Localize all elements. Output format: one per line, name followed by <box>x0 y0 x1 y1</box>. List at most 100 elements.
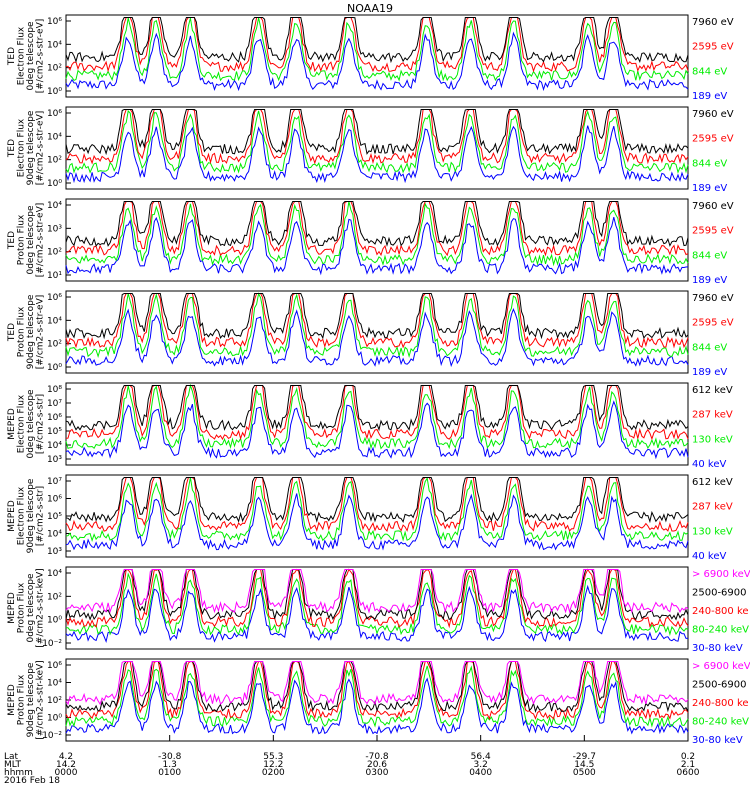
ytick-label: 10⁰ <box>47 616 62 626</box>
ylabel-line: TED <box>7 231 17 250</box>
series-trace <box>65 201 689 267</box>
ytick-label: 10⁴ <box>47 40 62 50</box>
ylabel-line: MEPED <box>7 684 17 716</box>
ytick-label: 10³ <box>47 547 62 557</box>
mlt-value: 14.2 <box>56 760 76 770</box>
ytick-label: 10⁶ <box>47 495 62 505</box>
ylabel-group: TED Electron Flux 0deg telescope [#/cm2-s-s… <box>7 19 46 94</box>
figure-title: NOAA19 <box>347 2 393 15</box>
legend-label: 844 eV <box>692 66 727 77</box>
series-trace <box>65 661 689 706</box>
series-trace <box>65 293 689 340</box>
lat-value: 56.4 <box>471 752 491 762</box>
ytick-label: 10⁸ <box>47 385 62 395</box>
ylabel-line: [#/cm2-s-str-keV] <box>36 660 46 739</box>
footer-row-label: MLT <box>4 760 22 770</box>
ylabel-line: Electron Flux <box>17 118 27 177</box>
ylabel-line: [#/cm2-s-str] <box>36 486 46 546</box>
ytick-label: 10⁴ <box>47 201 62 211</box>
mlt-value: 2.1 <box>681 760 695 770</box>
ytick-label: 10⁵ <box>47 512 62 522</box>
legend-label: 844 eV <box>692 158 727 169</box>
series-trace <box>65 109 689 165</box>
series-trace <box>65 17 689 82</box>
panel-frame <box>65 198 689 282</box>
footer-row-label: hhmm <box>4 768 33 778</box>
series-trace <box>65 568 689 629</box>
ytick-label: 10⁶ <box>47 413 62 423</box>
legend-label: 612 keV <box>692 477 733 488</box>
ylabel-group: MEPED Electron Flux 90deg telescope [#/cm2-… <box>7 478 46 553</box>
ylabel-line: 90deg telescope <box>26 478 36 553</box>
series-trace <box>65 201 689 247</box>
ylabel-group: MEPED Proton Flux 90deg telescope [#/cm2-s-… <box>7 660 46 739</box>
series-trace <box>65 476 689 543</box>
legend-label: 30-80 keV <box>692 735 743 746</box>
ytick-label: 10⁴ <box>47 569 62 579</box>
series-trace <box>65 17 689 64</box>
panel-frame <box>65 566 689 650</box>
ytick-label: 10⁰ <box>47 363 62 373</box>
lat-value: -30.8 <box>158 752 182 762</box>
ylabel-line: MEPED <box>7 592 17 624</box>
lat-value: 0.2 <box>681 752 695 762</box>
footer-row-label: Lat <box>4 752 19 762</box>
ylabel-line: 90deg telescope <box>26 662 36 737</box>
ytick-label: 10⁵ <box>47 427 62 437</box>
legend-label: 40 keV <box>692 459 726 470</box>
ylabel-line: Proton Flux <box>17 306 27 357</box>
legend-label: 7960 eV <box>692 201 734 212</box>
ytick-label: 10² <box>47 64 62 74</box>
footer-row-label: 2016 Feb 18 <box>4 776 60 786</box>
series-trace <box>65 400 689 460</box>
ylabel-line: Electron Flux <box>17 394 27 453</box>
series-trace <box>65 201 689 257</box>
ylabel-line: 0deg telescope <box>26 573 36 643</box>
ytick-label: 10⁴ <box>47 316 62 326</box>
mlt-value: 3.2 <box>474 760 488 770</box>
series-trace <box>65 109 689 156</box>
ylabel-line: 0deg telescope <box>26 205 36 275</box>
legend-label: 2595 eV <box>692 318 734 329</box>
ytick-label: 10² <box>47 248 62 258</box>
ylabel-line: TED <box>7 47 17 66</box>
ylabel-group: MEPED Proton Flux 0deg telescope [#/cm2-s-s… <box>7 568 46 647</box>
ylabel-group: TED Proton Flux 0deg telescope [#/cm2-s-str… <box>7 203 46 278</box>
ylabel-line: Electron Flux <box>17 26 27 85</box>
ylabel-group: MEPED Electron Flux 0deg telescope [#/cm2-s… <box>7 389 46 459</box>
ylabel-line: [#/cm2-s-str-eV] <box>36 19 46 94</box>
mlt-value: 12.2 <box>263 760 283 770</box>
ytick-label: 10¹ <box>47 271 62 281</box>
lat-value: -70.8 <box>365 752 389 762</box>
legend-label: 189 eV <box>692 91 727 102</box>
ytick-label: 10³ <box>47 455 62 465</box>
ylabel-line: Proton Flux <box>17 674 27 725</box>
legend-label: 7960 eV <box>692 17 734 28</box>
ytick-label: 10⁶ <box>47 17 62 27</box>
series-trace <box>65 216 689 276</box>
legend-label: 130 keV <box>692 434 733 445</box>
ytick-label: 10⁻² <box>42 731 62 741</box>
ytick-label: 10⁰ <box>47 87 62 97</box>
ylabel-line: [#/cm2-s-str-eV] <box>36 203 46 278</box>
hhmm-value: 0300 <box>366 768 389 778</box>
legend-label: 287 keV <box>692 410 733 421</box>
legend-label: 189 eV <box>692 275 727 286</box>
ytick-label: 10² <box>47 696 62 706</box>
ylabel-line: MEPED <box>7 500 17 532</box>
hhmm-value: 0400 <box>469 768 492 778</box>
series-trace <box>65 292 689 359</box>
legend-label: 2595 eV <box>692 42 734 53</box>
ytick-label: 10⁴ <box>47 441 62 451</box>
ytick-label: 10⁴ <box>47 132 62 142</box>
series-trace <box>65 385 689 432</box>
hhmm-value: 0000 <box>55 768 78 778</box>
hhmm-value: 0600 <box>677 768 700 778</box>
series-trace <box>65 665 689 728</box>
